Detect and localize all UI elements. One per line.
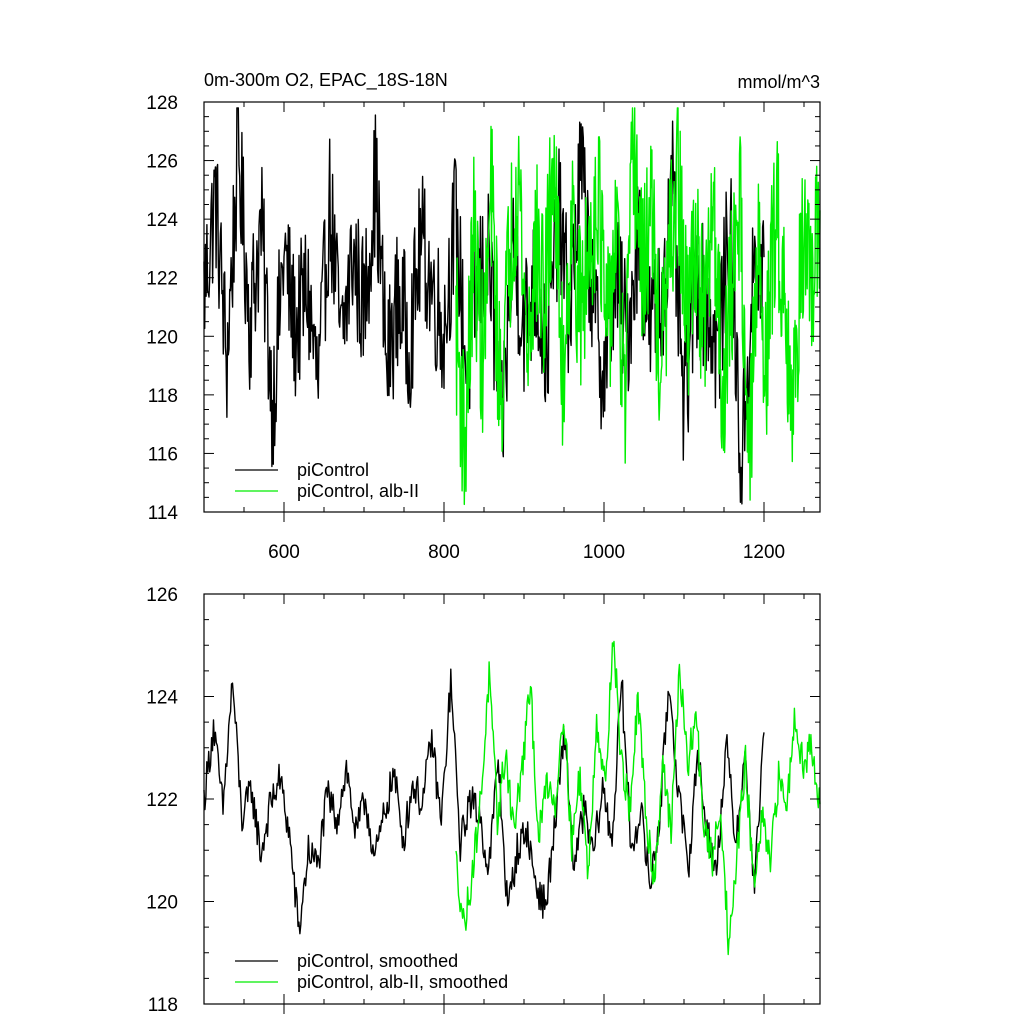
bottom-panel: 118 120 122 124 126 piControl, smoothed piCo… — [146, 585, 821, 1016]
legend-label-alb-smoothed: piControl, alb-II, smoothed — [297, 972, 508, 992]
y-tick-label: 120 — [146, 893, 178, 914]
plot-frame — [203, 593, 821, 1005]
y-tick-label: 120 — [146, 327, 178, 348]
series-line-picontrol-smoothed — [203, 668, 765, 935]
series-line-picontrol-alb-ii — [455, 107, 821, 506]
plot-lines — [203, 107, 821, 506]
y-tick-label: 124 — [146, 210, 178, 231]
tick-labels: 118 120 122 124 126 — [146, 585, 178, 1016]
y-tick-label: 116 — [148, 444, 178, 465]
legend-label-picontrol: piControl — [297, 460, 369, 480]
y-tick-label: 118 — [148, 995, 178, 1016]
legend-label-smoothed: piControl, smoothed — [297, 951, 458, 971]
y-tick-label: 128 — [146, 93, 178, 114]
units-label: mmol/m^3 — [738, 72, 820, 92]
y-tick-label: 122 — [146, 269, 178, 290]
y-tick-label: 114 — [148, 503, 179, 524]
x-tick-label: 1000 — [583, 542, 625, 563]
series-line-picontrol-alb-ii-smoothed — [455, 640, 821, 956]
legend-label-alb: piControl, alb-II — [297, 481, 419, 501]
y-tick-label: 126 — [146, 585, 178, 606]
y-tick-label: 124 — [146, 688, 178, 709]
y-tick-label: 118 — [148, 386, 178, 407]
chart-title: 0m-300m O2, EPAC_18S-18N — [204, 70, 448, 91]
x-tick-label: 800 — [428, 542, 460, 563]
plot-lines — [203, 640, 821, 956]
top-panel: 0m-300m O2, EPAC_18S-18N mmol/m^3 114 116… — [146, 70, 821, 563]
legend: piControl piControl, alb-II — [235, 460, 419, 501]
plot-frame — [203, 101, 821, 513]
y-tick-label: 122 — [146, 790, 178, 811]
y-tick-label: 126 — [146, 152, 178, 173]
x-tick-label: 600 — [268, 542, 300, 563]
tick-labels: 114 116 118 120 122 124 126 128 600 800 1000 1200 — [146, 93, 785, 563]
legend: piControl, smoothed piControl, alb-II, s… — [235, 951, 508, 992]
x-tick-label: 1200 — [743, 542, 785, 563]
